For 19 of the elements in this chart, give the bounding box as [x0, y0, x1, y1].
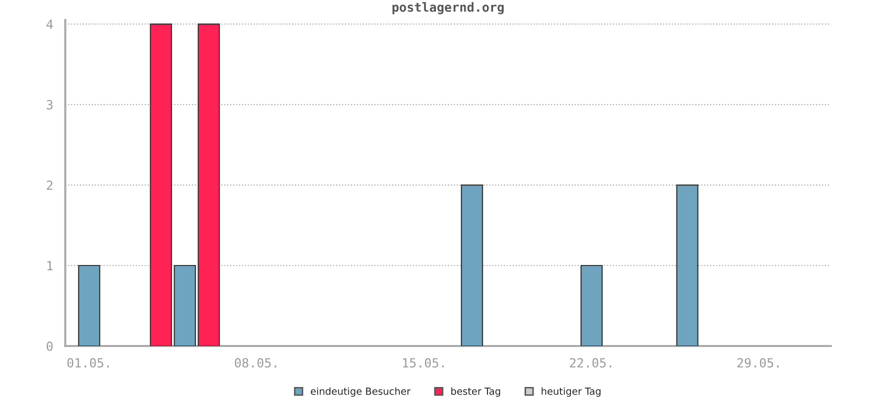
x-tick-label: 22.05.: [570, 358, 612, 368]
y-tick-label: 2: [46, 180, 52, 190]
bar: [78, 264, 100, 346]
y-tick-label: 4: [46, 20, 53, 29]
x-tick-label: 08.05.: [234, 358, 276, 368]
bar: [460, 184, 484, 346]
y-tick-label: 0: [46, 342, 53, 351]
x-tick-label: 01.05.: [67, 358, 109, 368]
legend-label: heutiger Tag: [542, 387, 600, 397]
bar: [580, 264, 603, 346]
legend-label: bester Tag: [451, 387, 500, 397]
y-tick-label: 3: [46, 100, 53, 110]
bar: [676, 184, 698, 346]
x-tick-label: 29.05.: [737, 358, 779, 368]
y-tick-label: 1: [47, 261, 53, 270]
legend-label: eindeutige Besucher: [310, 387, 411, 397]
x-tick-label: 15.05.: [403, 358, 444, 368]
bar: [150, 23, 172, 346]
chart-title: postlagernd.org: [392, 2, 504, 14]
